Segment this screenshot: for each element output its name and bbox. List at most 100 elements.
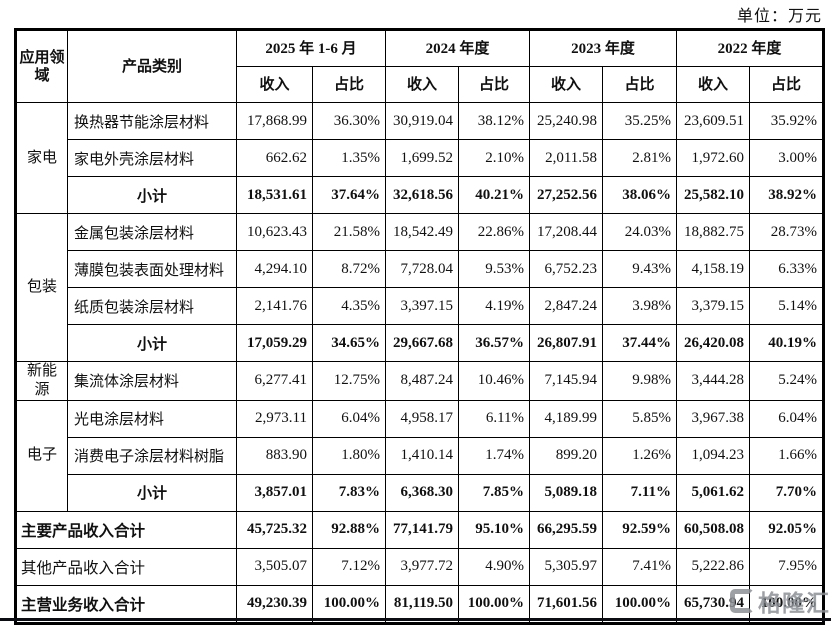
ratio-cell: 6.04% (749, 399, 825, 438)
income-cell: 4,958.17 (385, 399, 459, 438)
ratio-cell: 10.46% (457, 361, 531, 401)
ratio-cell: 37.64% (312, 176, 386, 214)
area-cell-new-energy: 新能源 (15, 361, 68, 401)
income-cell: 899.20 (529, 436, 604, 475)
ratio-cell: 100.00% (312, 584, 386, 624)
income-cell: 8,487.24 (385, 361, 459, 401)
ratio-cell: 100.00% (457, 584, 531, 624)
category-cell: 集流体涂层材料 (67, 361, 237, 401)
ratio-cell: 1.80% (312, 436, 386, 475)
income-cell: 1,094.23 (676, 436, 751, 475)
ratio-cell: 9.53% (457, 250, 531, 288)
subtotal-label: 小计 (67, 176, 237, 214)
ratio-cell: 7.70% (749, 473, 825, 512)
income-cell: 6,277.41 (236, 361, 313, 401)
col-header-ratio: 占比 (312, 66, 386, 103)
col-header-application-area: 应用领域 (15, 29, 68, 103)
income-cell: 5,222.86 (676, 547, 751, 586)
page-bottom-rule (0, 618, 831, 621)
income-cell: 26,420.08 (676, 324, 751, 362)
ratio-cell: 6.04% (312, 399, 386, 438)
subtotal-label: 小计 (67, 473, 237, 512)
income-cell: 3,444.28 (676, 361, 751, 401)
table-row: 小计 18,531.61 37.64% 32,618.56 40.21% 27,252.5… (16, 176, 825, 214)
category-cell: 家电外壳涂层材料 (67, 139, 237, 177)
income-cell: 81,119.50 (385, 584, 459, 624)
income-cell: 3,857.01 (236, 473, 313, 512)
col-header-income: 收入 (676, 66, 751, 103)
header-row-periods: 应用领域 产品类别 2025 年 1-6 月 2024 年度 2023 年度 2… (15, 29, 825, 103)
income-cell: 6,368.30 (385, 473, 459, 512)
ratio-cell: 7.11% (602, 473, 678, 512)
ratio-cell: 37.44% (602, 324, 678, 362)
income-cell: 2,973.11 (236, 399, 313, 438)
income-cell: 2,141.76 (236, 287, 313, 325)
table-body: 家电 换热器节能涂层材料 17,868.99 36.30% 30,919.04 38.12… (15, 102, 825, 624)
income-cell: 3,379.15 (676, 287, 751, 325)
income-cell: 5,061.62 (676, 473, 751, 512)
header-row-subcolumns: 收入 占比 收入 占比 收入 占比 收入 占比 (16, 66, 825, 103)
category-cell: 金属包装涂层材料 (67, 213, 237, 251)
ratio-cell: 24.03% (602, 213, 678, 251)
ratio-cell: 92.05% (749, 510, 825, 549)
ratio-cell: 1.35% (312, 139, 386, 177)
ratio-cell: 35.92% (749, 102, 825, 140)
table-row: 主要产品收入合计 45,725.32 92.88% 77,141.79 95.10% 66… (15, 510, 825, 549)
table-row: 主营业务收入合计 49,230.39 100.00% 81,119.50 100.00%… (15, 584, 825, 624)
income-cell: 30,919.04 (385, 102, 459, 140)
ratio-cell: 7.41% (602, 547, 678, 586)
income-cell: 60,508.08 (676, 510, 751, 549)
ratio-cell: 22.86% (457, 213, 531, 251)
col-header-period-2024: 2024 年度 (384, 29, 531, 67)
income-cell: 5,305.97 (529, 547, 604, 586)
income-cell: 71,601.56 (529, 584, 604, 624)
income-cell: 17,868.99 (236, 102, 313, 140)
ratio-cell: 3.98% (602, 287, 678, 325)
area-cell-home-appliance: 家电 (15, 102, 68, 214)
revenue-table: 应用领域 产品类别 2025 年 1-6 月 2024 年度 2023 年度 2… (14, 28, 826, 625)
table-row: 新能源 集流体涂层材料 6,277.41 12.75% 8,487.24 10.46% 7,… (15, 361, 825, 401)
col-header-ratio: 占比 (602, 66, 678, 103)
category-cell: 纸质包装涂层材料 (67, 287, 237, 325)
income-cell: 18,542.49 (385, 213, 459, 251)
col-header-ratio: 占比 (749, 66, 825, 103)
income-cell: 25,582.10 (676, 176, 751, 214)
ratio-cell: 95.10% (457, 510, 531, 549)
subtotal-label: 小计 (67, 324, 237, 362)
ratio-cell: 1.66% (749, 436, 825, 475)
category-cell: 消费电子涂层材料树脂 (67, 436, 237, 475)
income-cell: 3,977.72 (385, 547, 459, 586)
income-cell: 7,145.94 (529, 361, 604, 401)
income-cell: 23,609.51 (676, 102, 751, 140)
ratio-cell: 9.98% (602, 361, 678, 401)
ratio-cell: 1.26% (602, 436, 678, 475)
ratio-cell: 38.06% (602, 176, 678, 214)
ratio-cell: 5.14% (749, 287, 825, 325)
ratio-cell: 9.43% (602, 250, 678, 288)
ratio-cell: 100.00% (749, 584, 825, 624)
col-header-income: 收入 (385, 66, 459, 103)
income-cell: 2,847.24 (529, 287, 604, 325)
income-cell: 883.90 (236, 436, 313, 475)
income-cell: 66,295.59 (529, 510, 604, 549)
income-cell: 17,208.44 (529, 213, 604, 251)
ratio-cell: 100.00% (602, 584, 678, 624)
ratio-cell: 28.73% (749, 213, 825, 251)
ratio-cell: 12.75% (312, 361, 386, 401)
income-cell: 3,505.07 (236, 547, 313, 586)
table-row: 电子 光电涂层材料 2,973.11 6.04% 4,958.17 6.11% 4,189.… (15, 399, 825, 512)
ratio-cell: 40.21% (457, 176, 531, 214)
table-row: 小计 17,059.29 34.65% 29,667.68 36.57% 26,807.9… (16, 324, 825, 362)
income-cell: 29,667.68 (385, 324, 459, 362)
ratio-cell: 6.11% (457, 399, 531, 438)
table-row: 家电 换热器节能涂层材料 17,868.99 36.30% 30,919.04 38.12… (15, 102, 825, 214)
ratio-cell: 92.59% (602, 510, 678, 549)
income-cell: 1,699.52 (385, 139, 459, 177)
table-header: 应用领域 产品类别 2025 年 1-6 月 2024 年度 2023 年度 2… (15, 29, 825, 103)
col-header-ratio: 占比 (457, 66, 531, 103)
unit-label: 单位：万元 (736, 8, 822, 25)
income-cell: 18,882.75 (676, 213, 751, 251)
col-header-period-2023: 2023 年度 (529, 29, 678, 67)
income-cell: 4,189.99 (529, 399, 604, 438)
income-cell: 32,618.56 (385, 176, 459, 214)
